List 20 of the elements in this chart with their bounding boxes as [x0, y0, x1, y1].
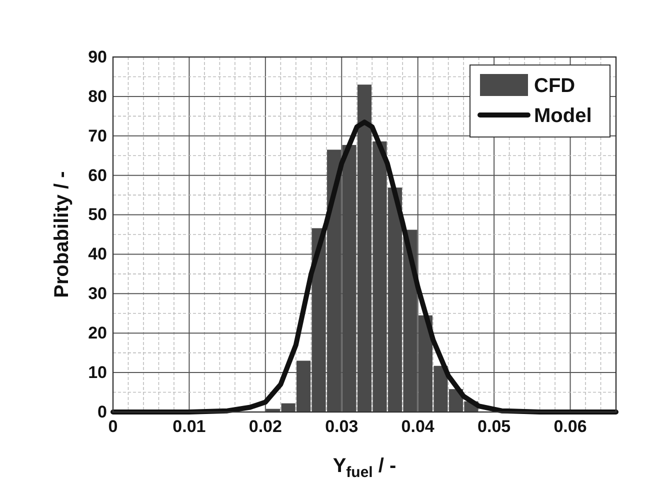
x-tick-label: 0.05 [478, 417, 511, 436]
y-tick-label: 0 [98, 402, 107, 422]
x-tick-label: 0.02 [248, 417, 282, 436]
legend-label: CFD [534, 75, 576, 97]
y-tick-label: 70 [88, 126, 107, 146]
x-tick-label: 0.04 [401, 417, 435, 436]
y-tick-label: 80 [88, 86, 107, 106]
y-axis-title: Probability / - [51, 171, 73, 298]
y-tick-label: 10 [88, 362, 107, 382]
legend-label: Model [534, 105, 592, 127]
y-tick-label: 50 [88, 205, 107, 224]
y-tick-label: 30 [88, 284, 107, 304]
x-tick-label: 0.01 [172, 417, 206, 436]
y-tick-label: 60 [88, 166, 107, 185]
y-tick-label: 40 [88, 244, 107, 264]
y-tick-label: 20 [88, 324, 107, 343]
y-tick-label: 90 [88, 47, 107, 66]
x-tick-label: 0.06 [554, 417, 587, 436]
x-tick-label: 0.03 [325, 417, 358, 436]
x-axis-title: Y$_{fuel}$ / - [332, 455, 396, 480]
